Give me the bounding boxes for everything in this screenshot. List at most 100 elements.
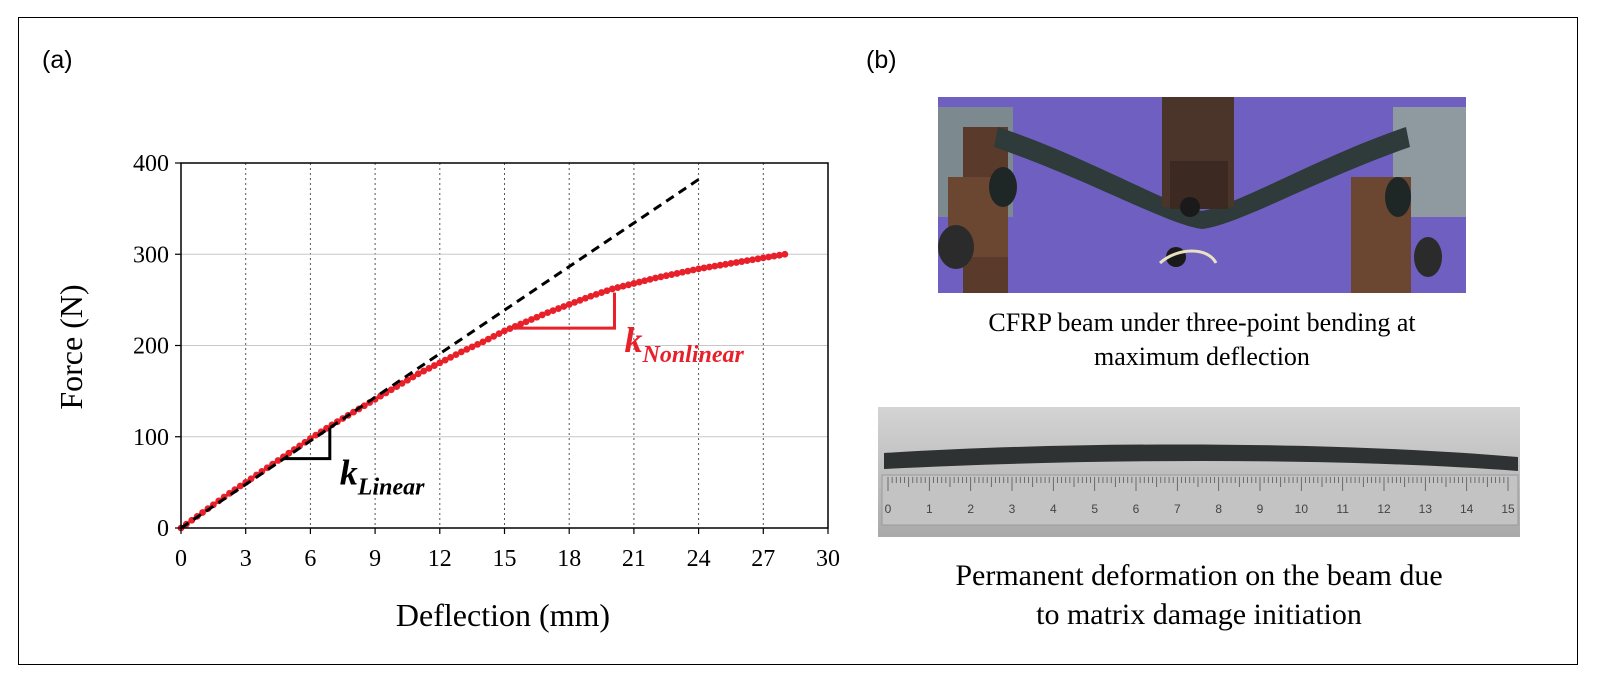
x-tick-label: 18	[557, 546, 581, 572]
data-point	[689, 266, 697, 274]
data-point	[684, 267, 692, 275]
ruler-number: 2	[967, 502, 974, 516]
data-point	[727, 259, 735, 267]
data-point	[598, 289, 605, 296]
ruler-number: 5	[1091, 502, 1098, 516]
slope-label-linear: kLinear	[340, 453, 425, 501]
data-point	[522, 318, 530, 326]
bending-test-illustration	[938, 97, 1466, 293]
data-point	[770, 252, 778, 260]
x-tick-label: 21	[622, 546, 646, 572]
data-point	[695, 265, 702, 273]
ruler-number: 9	[1257, 502, 1264, 516]
data-point	[544, 309, 552, 317]
data-point	[646, 275, 654, 283]
ruler-number: 8	[1215, 502, 1222, 516]
ruler-number: 3	[1009, 502, 1016, 516]
top-caption-line2: maximum deflection	[1094, 341, 1310, 371]
data-point	[625, 281, 632, 289]
data-point	[447, 353, 454, 361]
force-deflection-curve	[180, 252, 786, 530]
data-point	[474, 340, 481, 348]
deformed-beam-photo: 0 1 2 3 4 5 6 7 8 9 10 11 12 13 14 15	[878, 407, 1520, 537]
data-point	[457, 348, 465, 356]
data-point	[452, 351, 460, 359]
data-point	[662, 272, 670, 280]
data-point	[565, 301, 573, 308]
data-point	[759, 254, 767, 262]
data-point	[592, 291, 600, 298]
data-point	[679, 268, 686, 276]
data-point	[603, 287, 611, 295]
panel-label-b: (b)	[866, 46, 897, 74]
ruler-number: 4	[1050, 502, 1057, 516]
data-point	[700, 264, 708, 272]
data-point	[441, 356, 449, 364]
data-point	[538, 311, 546, 319]
bottom-caption-line1: Permanent deformation on the beam due	[955, 559, 1443, 592]
y-tick-label: 200	[133, 334, 169, 360]
data-point	[490, 332, 498, 340]
x-tick-label: 15	[493, 546, 517, 572]
data-point	[312, 431, 320, 439]
data-point	[377, 392, 384, 400]
data-point	[409, 373, 417, 381]
bottom-caption-line2: to matrix damage initiation	[1036, 598, 1362, 631]
data-point	[517, 320, 525, 328]
data-point	[571, 298, 578, 306]
slope-label-nonlinear: kNonlinear	[624, 320, 744, 368]
data-point	[765, 253, 773, 261]
data-point	[387, 386, 395, 394]
data-point	[468, 343, 476, 351]
top-caption-line1: CFRP beam under three-point bending at	[988, 308, 1416, 337]
data-point	[495, 330, 503, 338]
data-point	[484, 335, 492, 343]
data-point	[199, 509, 206, 516]
x-tick-label: 27	[751, 546, 775, 572]
data-point	[576, 296, 584, 304]
ruler-number: 12	[1377, 502, 1391, 516]
bending-test-photo	[938, 97, 1466, 293]
ruler-number: 6	[1133, 502, 1140, 516]
data-point	[776, 251, 783, 259]
data-point	[528, 316, 535, 323]
data-point	[722, 260, 729, 268]
data-point	[501, 327, 508, 335]
data-point	[479, 338, 487, 346]
data-point	[749, 256, 756, 264]
x-tick-label: 9	[369, 546, 381, 572]
data-point	[711, 262, 719, 270]
data-point	[274, 457, 282, 464]
bottom-photo-caption: Permanent deformation on the beam due to…	[888, 556, 1510, 634]
x-tick-label: 0	[175, 546, 187, 572]
slope-triangle-linear	[284, 427, 332, 461]
data-point	[743, 257, 751, 265]
y-axis-label: Force (N)	[53, 284, 89, 409]
ruler-number: 1	[926, 502, 933, 516]
data-point	[555, 305, 562, 312]
data-point	[431, 362, 438, 369]
data-point	[754, 255, 762, 263]
data-point	[420, 367, 428, 375]
top-photo-caption: CFRP beam under three-point bending at m…	[918, 306, 1486, 374]
data-point	[581, 294, 589, 302]
data-point	[673, 270, 681, 277]
ruler-number: 0	[885, 502, 892, 516]
data-point	[463, 345, 471, 353]
data-point	[549, 307, 557, 314]
data-point	[635, 278, 643, 286]
data-point	[630, 280, 638, 287]
data-point	[716, 261, 724, 269]
x-axis-label: Deflection (mm)	[396, 597, 610, 633]
data-point	[614, 284, 622, 291]
x-tick-label: 24	[687, 546, 711, 572]
data-point	[323, 424, 330, 432]
ruler-number: 10	[1295, 502, 1309, 516]
y-tick-label: 300	[133, 242, 169, 268]
ruler-number: 15	[1501, 502, 1515, 516]
data-point	[533, 313, 541, 321]
data-point	[705, 263, 713, 271]
data-point	[608, 285, 616, 293]
x-tick-label: 3	[240, 546, 252, 572]
